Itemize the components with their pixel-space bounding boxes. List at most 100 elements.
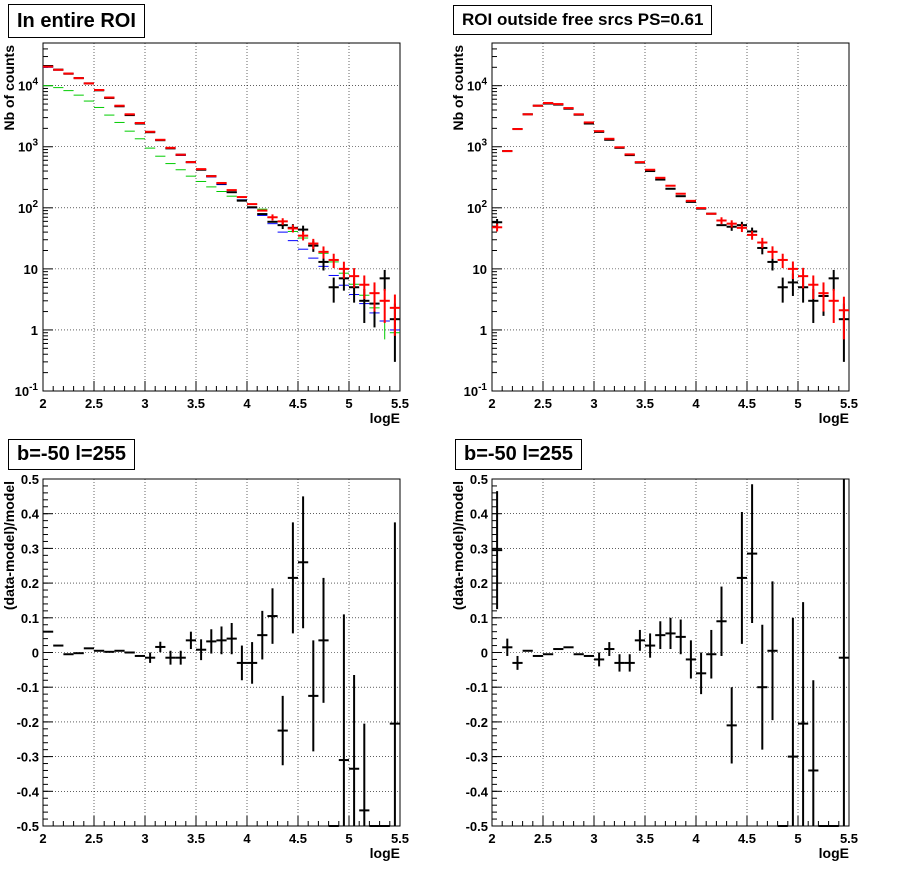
data-point — [257, 610, 268, 660]
data-point — [277, 695, 288, 766]
data-point — [328, 277, 339, 303]
y-tick-label: -0.2 — [17, 715, 39, 730]
data-point — [287, 224, 298, 233]
data-point — [338, 614, 349, 826]
plot-frame — [42, 42, 401, 392]
data-point — [726, 687, 737, 764]
data-point — [736, 224, 747, 233]
data-point — [359, 275, 370, 300]
y-tick-label: 10-1 — [464, 382, 488, 399]
y-tick-label: 103 — [18, 138, 38, 155]
data-point — [777, 253, 788, 269]
x-tick-label: 5 — [794, 831, 801, 846]
data-point — [828, 269, 839, 291]
data-point — [808, 680, 819, 826]
series-1 — [43, 496, 400, 827]
data-point — [298, 231, 309, 241]
data-point — [757, 624, 768, 750]
data-point — [634, 629, 645, 651]
y-tick-label: 0.5 — [21, 472, 39, 487]
data-point — [359, 723, 370, 826]
x-tick-label: 5.5 — [391, 831, 409, 846]
data-point — [267, 214, 278, 221]
data-point — [736, 511, 747, 644]
series-4 — [43, 65, 400, 336]
data-point — [338, 261, 349, 279]
y-tick-label: 0.3 — [21, 541, 39, 556]
x-tick-label: 3 — [141, 396, 148, 411]
data-point — [492, 223, 503, 232]
x-axis-label: logE — [819, 845, 849, 861]
data-point — [328, 253, 339, 269]
x-tick-label: 2 — [488, 831, 495, 846]
data-point — [685, 640, 696, 679]
y-tick-label: 0.2 — [470, 576, 488, 591]
x-tick-label: 3 — [590, 396, 597, 411]
data-point — [226, 623, 237, 655]
x-tick-label: 3.5 — [636, 396, 654, 411]
data-point — [277, 218, 288, 225]
x-tick-label: 2 — [488, 396, 495, 411]
data-point — [696, 652, 707, 695]
y-tick-label: 0.5 — [470, 472, 488, 487]
x-tick-label: 3 — [141, 831, 148, 846]
data-point — [757, 237, 768, 249]
data-point — [369, 282, 380, 312]
data-point — [196, 639, 207, 661]
data-point — [726, 220, 737, 228]
y-tick-label: -0.4 — [466, 784, 489, 799]
y-tick-label: -0.5 — [466, 819, 488, 834]
data-point — [267, 588, 278, 644]
data-point — [838, 479, 849, 826]
data-point — [767, 581, 778, 721]
x-tick-label: 3.5 — [187, 831, 205, 846]
data-point — [318, 577, 329, 703]
x-tick-label: 4 — [692, 831, 700, 846]
y-tick-label: -0.4 — [17, 784, 40, 799]
panel-4-title: b=-50 l=255 — [455, 439, 582, 470]
data-point — [706, 629, 717, 679]
panel-3-title: b=-50 l=255 — [8, 439, 135, 470]
y-tick-label: 0.4 — [470, 507, 489, 522]
x-tick-label: 2.5 — [85, 396, 103, 411]
data-point — [838, 296, 849, 340]
data-point — [787, 261, 798, 280]
plot-frame — [491, 42, 850, 392]
data-point — [675, 619, 686, 655]
panel-1-title: In entire ROI — [8, 4, 145, 38]
data-point — [512, 655, 523, 670]
x-tick-label: 2.5 — [85, 831, 103, 846]
data-point — [747, 230, 758, 240]
x-tick-label: 4.5 — [738, 831, 756, 846]
data-point — [389, 522, 400, 826]
data-point — [624, 654, 635, 672]
data-point — [175, 650, 186, 665]
x-tick-label: 5.5 — [840, 831, 858, 846]
series-2 — [43, 66, 400, 331]
x-axis-label: logE — [370, 410, 400, 426]
data-point — [767, 246, 778, 259]
data-point — [165, 650, 176, 665]
data-point — [665, 617, 676, 650]
data-point — [247, 642, 258, 684]
y-tick-label: 0.3 — [470, 541, 488, 556]
y-tick-label: -0.5 — [17, 819, 39, 834]
data-point — [798, 267, 809, 289]
y-tick-label: -0.1 — [17, 680, 39, 695]
x-tick-label: 4 — [692, 396, 700, 411]
x-axis-label: logE — [370, 845, 400, 861]
x-tick-label: 2.5 — [534, 396, 552, 411]
y-tick-label: 103 — [467, 138, 487, 155]
data-point — [645, 633, 656, 658]
series-2 — [492, 102, 849, 340]
data-point — [216, 626, 227, 655]
data-point — [502, 638, 513, 656]
x-tick-label: 4.5 — [289, 396, 307, 411]
data-point — [308, 238, 319, 250]
x-tick-label: 5.5 — [840, 396, 858, 411]
data-point — [747, 484, 758, 624]
